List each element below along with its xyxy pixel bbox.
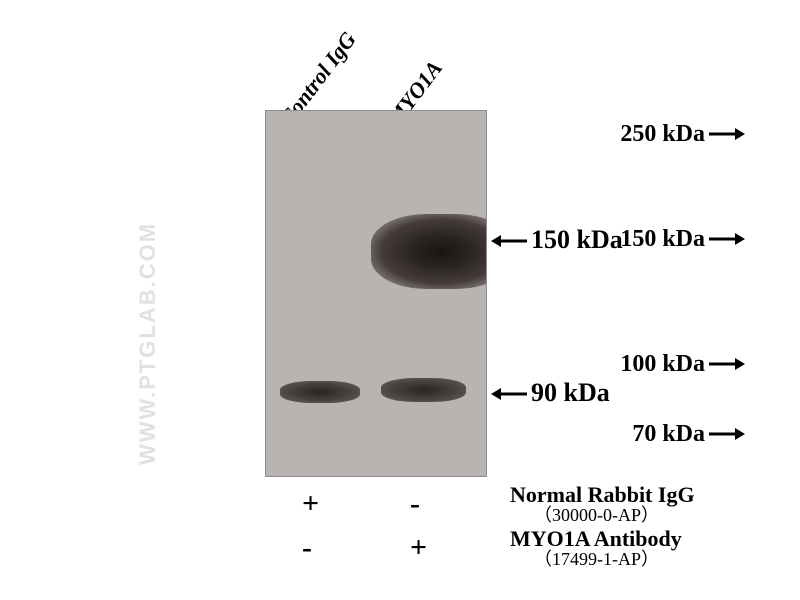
band-150kda <box>371 214 487 289</box>
blot-image <box>265 110 487 477</box>
antibody-normal-name: Normal Rabbit IgG <box>510 482 695 507</box>
band-90kda-lane2 <box>381 378 466 402</box>
ladder-left-3: 70 kDa <box>541 421 745 448</box>
ladder-left-0: 250 kDa <box>541 121 745 148</box>
mark-row1-lane1: + <box>302 487 319 521</box>
mark-row2-lane2: + <box>410 531 427 565</box>
antibody-target-cat: （17499-1-AP） <box>510 550 682 569</box>
antibody-normal-cat: （30000-0-AP） <box>510 506 695 525</box>
antibody-target: MYO1A Antibody （17499-1-AP） <box>510 527 682 569</box>
mark-row2-lane1: - <box>302 531 312 565</box>
mark-row1-lane2: - <box>410 487 420 521</box>
ladder-right-1: 90 kDa <box>491 378 610 408</box>
antibody-target-name: MYO1A Antibody <box>510 526 682 551</box>
antibody-normal: Normal Rabbit IgG （30000-0-AP） <box>510 483 695 525</box>
watermark: WWW.PTGLAB.COM <box>135 222 161 465</box>
figure-container: WWW.PTGLAB.COM Control IgG MYO1A 250 kDa… <box>55 15 745 585</box>
band-90kda-lane1 <box>280 381 360 403</box>
ladder-left-2: 100 kDa <box>541 351 745 378</box>
ladder-right-0: 150 kDa <box>491 225 623 255</box>
